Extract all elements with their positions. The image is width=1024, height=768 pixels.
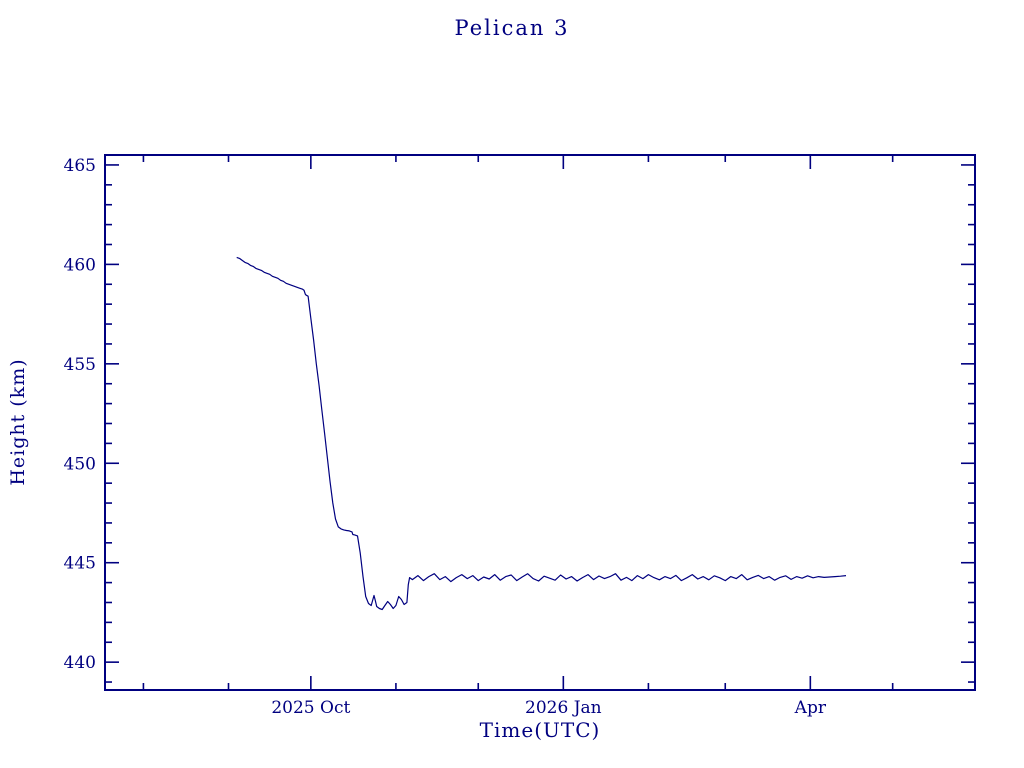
y-axis-label: Height (km) [7,358,29,486]
x-tick-label: 2026 Jan [525,698,602,718]
chart-title: Pelican 3 [454,16,570,40]
y-tick-label: 455 [64,355,96,375]
x-axis-label: Time(UTC) [479,718,601,742]
y-tick-label: 450 [64,454,96,474]
x-tick-label: 2025 Oct [271,698,350,718]
x-tick-label: Apr [794,698,827,718]
y-tick-label: 465 [64,156,96,176]
y-tick-label: 460 [64,255,96,275]
y-tick-label: 440 [64,653,96,673]
data-line [236,256,847,611]
y-tick-label: 445 [64,554,96,574]
plot-frame [104,154,976,691]
